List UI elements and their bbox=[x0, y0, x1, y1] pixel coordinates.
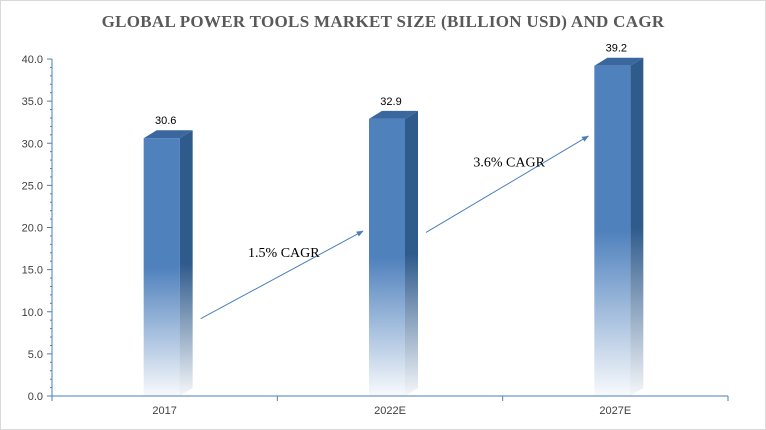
annotations-group: 1.5% CAGR 3.6% CAGR bbox=[200, 135, 589, 320]
y-tick-label: 40.0 bbox=[22, 54, 43, 66]
cagr-arrow bbox=[425, 135, 589, 233]
x-tick-label: 2027E bbox=[599, 405, 631, 417]
cagr-arrow bbox=[200, 230, 364, 320]
axes: 0.0 5.0 10.0 15.0 20.0 25.0 30.0 35.0 40.0 2017 20… bbox=[22, 54, 729, 417]
bar-2022E bbox=[369, 110, 418, 396]
bar-front bbox=[594, 65, 631, 397]
chart-title: GLOBAL POWER TOOLS MARKET SIZE (BILLION … bbox=[101, 12, 665, 31]
y-tick-label: 25.0 bbox=[22, 180, 43, 192]
y-tick-label: 30.0 bbox=[22, 138, 43, 150]
x-tick-label: 2017 bbox=[152, 405, 176, 417]
y-tick-label: 5.0 bbox=[28, 349, 43, 361]
bar-front bbox=[143, 138, 180, 396]
cagr-annotation: 3.6% CAGR bbox=[425, 135, 589, 233]
y-tick-label: 20.0 bbox=[22, 223, 43, 235]
labels-group: 30.6 32.9 39.2 bbox=[155, 43, 627, 127]
bar-2017 bbox=[143, 130, 193, 396]
data-label: 30.6 bbox=[155, 115, 176, 127]
bar-2027E bbox=[594, 57, 644, 397]
cagr-annotation: 1.5% CAGR bbox=[200, 230, 364, 320]
y-tick-label: 35.0 bbox=[22, 96, 43, 108]
bar-top bbox=[369, 110, 418, 119]
cagr-label: 3.6% CAGR bbox=[473, 155, 545, 170]
bar-front bbox=[369, 118, 405, 396]
bar-side bbox=[405, 110, 418, 396]
data-label: 32.9 bbox=[380, 96, 401, 108]
bar-top bbox=[594, 57, 644, 66]
data-label: 39.2 bbox=[606, 43, 627, 55]
x-tick-label: 2022E bbox=[374, 405, 406, 417]
y-tick-label: 15.0 bbox=[22, 265, 43, 277]
bar-side bbox=[630, 57, 644, 397]
cagr-label: 1.5% CAGR bbox=[248, 246, 320, 261]
bar-top bbox=[143, 130, 193, 139]
y-tick-label: 10.0 bbox=[22, 307, 43, 319]
bar-side bbox=[179, 130, 193, 396]
y-tick-label: 0.0 bbox=[28, 391, 43, 403]
bars-group bbox=[143, 57, 644, 397]
